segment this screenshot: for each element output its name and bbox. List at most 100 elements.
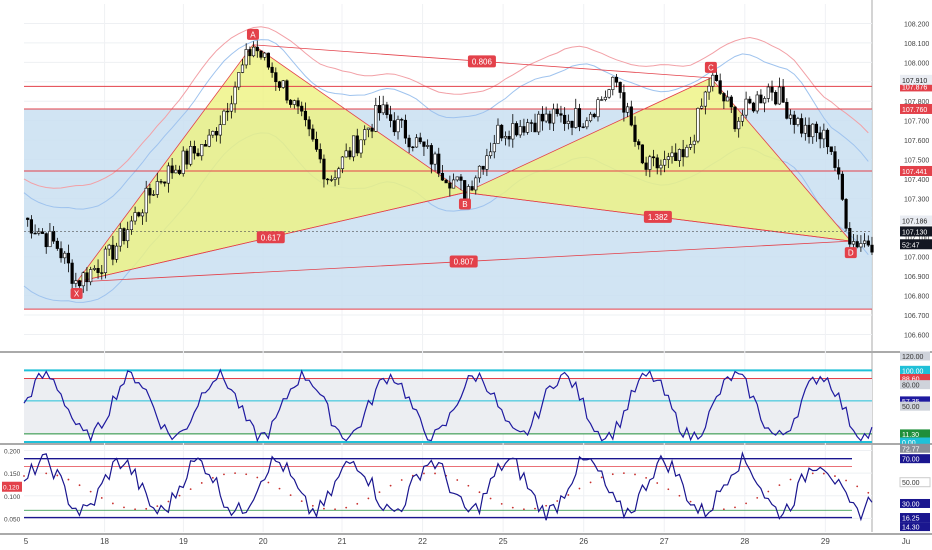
- osc-dot: [223, 473, 225, 476]
- time-axis[interactable]: 5 18 19 20 21 22 25 26 27 28 29 Ju: [24, 537, 910, 546]
- osc-dot: [156, 505, 159, 508]
- candle-body: [363, 129, 367, 141]
- candle-body: [870, 244, 874, 253]
- candle-body: [737, 120, 741, 130]
- osc-line: [23, 451, 873, 522]
- candle-body: [514, 123, 519, 136]
- candle-body: [89, 269, 93, 283]
- time-tick-label: 22: [418, 537, 427, 546]
- candle-body: [840, 173, 844, 200]
- candle-body: [192, 146, 196, 154]
- candle-body: [152, 194, 156, 196]
- candle-body: [140, 212, 145, 217]
- osc-dot: [267, 481, 270, 484]
- candle-body: [281, 80, 285, 88]
- osc-axis-label: 70.00: [902, 457, 920, 464]
- candle-body: [174, 169, 178, 174]
- level-tag: [900, 81, 932, 92]
- candle-body: [763, 98, 767, 104]
- osc-dot: [434, 472, 436, 475]
- candle-body: [663, 159, 667, 166]
- candle-body: [714, 74, 719, 81]
- candle-body: [481, 165, 485, 170]
- osc-dot: [656, 482, 659, 484]
- candle-body: [722, 93, 726, 102]
- candle-body: [400, 119, 404, 121]
- candle-body: [177, 169, 182, 174]
- osc-axis-tag: [900, 522, 930, 532]
- osc-dot: [100, 497, 103, 499]
- osc-dot: [489, 497, 492, 500]
- candle-body: [685, 147, 689, 158]
- osc-dot: [56, 474, 59, 477]
- candle-body: [470, 186, 474, 191]
- time-tick-label: 25: [499, 537, 508, 546]
- candle-body: [100, 272, 104, 274]
- osc-dot: [734, 506, 736, 509]
- candle-body: [648, 156, 652, 170]
- price-tag: [900, 239, 932, 250]
- levels-layer: 107.876 107.760 107.441: [24, 81, 932, 176]
- rsi-axis-label: 88.60: [902, 377, 920, 384]
- candle-body: [414, 137, 419, 148]
- pattern-labels-layer: X A B C D 0.806 0.617 1.382 0.807: [70, 28, 857, 299]
- time-tick-label: 21: [338, 537, 347, 546]
- osc-dot: [123, 506, 125, 509]
- time-tick-label: 29: [821, 537, 830, 546]
- candle-body: [307, 119, 311, 130]
- osc-dot: [534, 507, 536, 510]
- candle-body: [777, 86, 782, 105]
- candle-body: [740, 114, 744, 122]
- candle-body: [263, 52, 267, 58]
- candle-body: [659, 164, 663, 169]
- candle-body: [422, 141, 426, 147]
- candle-body: [503, 136, 507, 139]
- candle-body: [855, 241, 859, 248]
- osc-dot: [500, 502, 503, 505]
- candle-body: [692, 140, 696, 145]
- candle-body: [496, 124, 500, 144]
- osc-dot: [834, 475, 836, 477]
- candle-body: [85, 272, 89, 283]
- rsi-axis-label: 50.00: [902, 404, 920, 411]
- osc-dot: [622, 472, 625, 475]
- candle-body: [818, 132, 822, 140]
- candle-body: [829, 146, 833, 152]
- candle-body: [544, 113, 548, 122]
- time-tick-label: 26: [579, 537, 588, 546]
- candle-body: [833, 151, 837, 168]
- rsi-axis-label: 11.30: [902, 432, 919, 439]
- candle-body: [485, 155, 489, 170]
- candle-body: [244, 49, 248, 66]
- osc-dot: [645, 476, 648, 479]
- candle-body: [55, 240, 59, 249]
- osc-dot: [256, 476, 259, 479]
- candle-body: [459, 176, 463, 181]
- price-axis[interactable]: 108.200108.100108.000107.900107.800107.7…: [900, 21, 932, 339]
- rsi-band: [24, 378, 872, 434]
- candle-body: [211, 131, 215, 136]
- osc-dot: [245, 473, 248, 476]
- candle-body: [63, 252, 67, 259]
- candle-body: [159, 181, 163, 183]
- candle-body: [118, 228, 122, 247]
- osc-dot: [400, 479, 403, 481]
- candle-body: [781, 86, 785, 103]
- osc-dot: [345, 506, 348, 509]
- candle-body: [633, 124, 637, 142]
- candle-body: [59, 248, 63, 259]
- point-label-text: C: [708, 63, 714, 72]
- osc-axis-tag: [900, 513, 930, 523]
- candle-body: [792, 114, 796, 125]
- candle-body: [107, 244, 111, 250]
- candle-body: [266, 52, 270, 68]
- osc-dot: [423, 472, 425, 475]
- candle-body: [800, 118, 804, 134]
- candle-body: [618, 81, 622, 93]
- candle-body: [596, 99, 600, 118]
- osc-left-tick: 0.200: [4, 449, 21, 456]
- candle-body: [511, 123, 515, 140]
- osc-current-label: 0.120: [3, 485, 20, 492]
- candle-body: [585, 120, 589, 128]
- ratio-label-text: 0.806: [472, 57, 493, 66]
